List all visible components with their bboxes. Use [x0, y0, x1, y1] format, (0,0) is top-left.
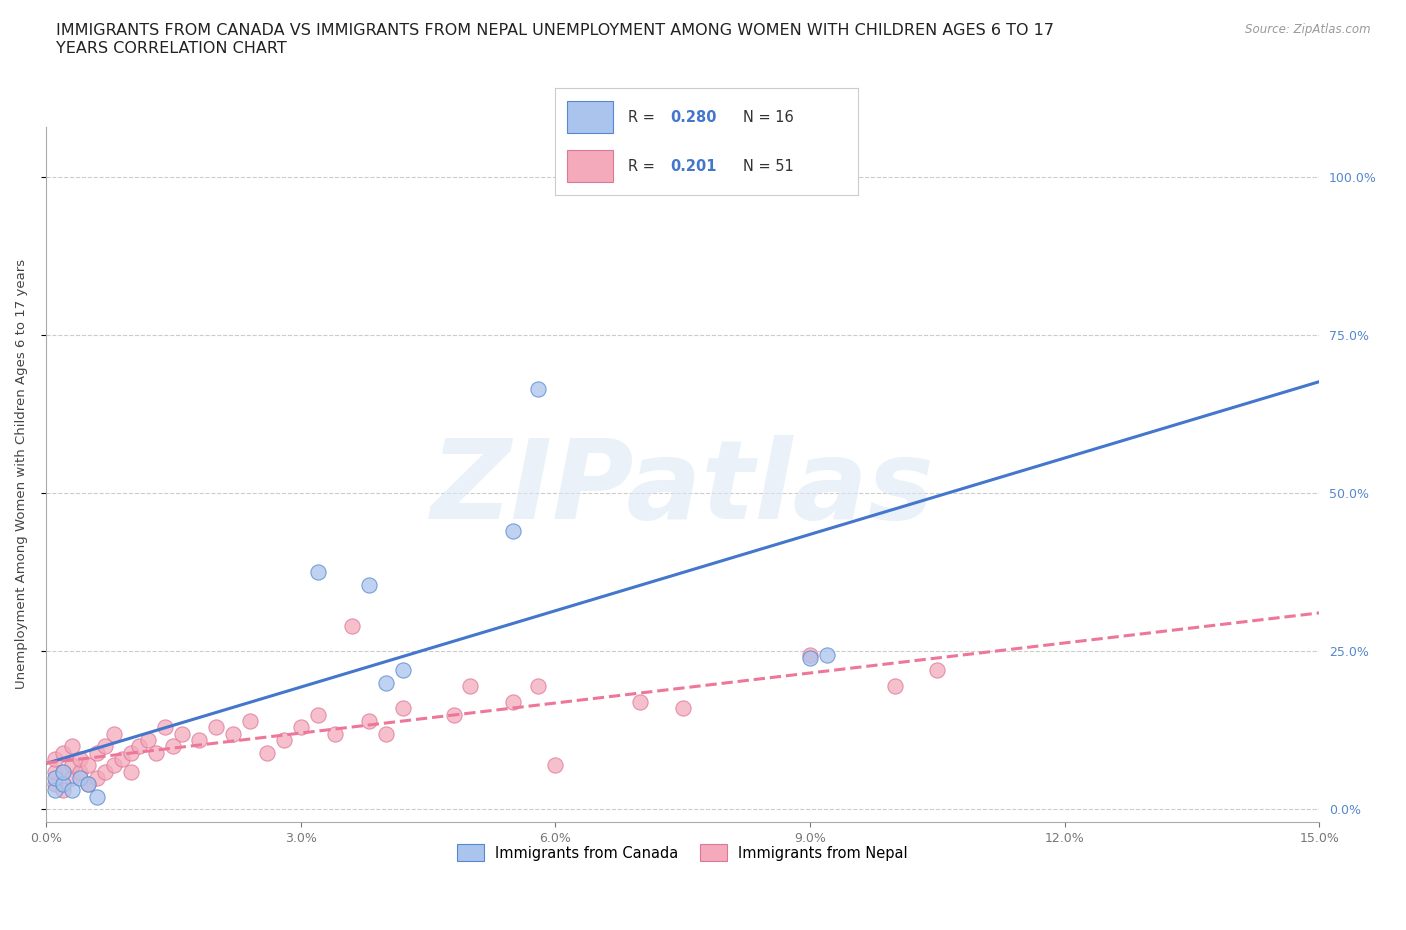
Point	[256, 745, 278, 760]
Point	[145, 745, 167, 760]
Point	[103, 726, 125, 741]
Text: R =: R =	[628, 110, 659, 125]
Point	[374, 726, 396, 741]
Point	[44, 770, 66, 785]
Point	[86, 790, 108, 804]
Point	[86, 745, 108, 760]
Text: 0.201: 0.201	[671, 159, 717, 174]
Text: R =: R =	[628, 159, 659, 174]
Point	[120, 745, 142, 760]
Point	[290, 720, 312, 735]
Point	[391, 663, 413, 678]
Point	[273, 733, 295, 748]
Point	[52, 777, 75, 791]
Point	[391, 701, 413, 716]
Point	[60, 783, 83, 798]
Bar	[568, 151, 613, 182]
Point	[153, 720, 176, 735]
Point	[44, 783, 66, 798]
Point	[502, 524, 524, 538]
Point	[44, 777, 66, 791]
Point	[52, 745, 75, 760]
Point	[69, 751, 91, 766]
Point	[60, 770, 83, 785]
Point	[44, 751, 66, 766]
Point	[187, 733, 209, 748]
Point	[323, 726, 346, 741]
Point	[357, 713, 380, 728]
Point	[44, 764, 66, 779]
Text: 0.280: 0.280	[671, 110, 717, 125]
Point	[799, 650, 821, 665]
Point	[103, 758, 125, 773]
Text: Source: ZipAtlas.com: Source: ZipAtlas.com	[1246, 23, 1371, 36]
Point	[136, 733, 159, 748]
Legend: Immigrants from Canada, Immigrants from Nepal: Immigrants from Canada, Immigrants from …	[451, 839, 914, 867]
Bar	[568, 101, 613, 133]
Point	[128, 738, 150, 753]
Point	[170, 726, 193, 741]
Point	[222, 726, 245, 741]
Point	[52, 764, 75, 779]
Point	[52, 764, 75, 779]
Point	[544, 758, 567, 773]
Point	[815, 647, 838, 662]
Point	[94, 738, 117, 753]
Point	[460, 679, 482, 694]
Point	[799, 647, 821, 662]
Point	[502, 695, 524, 710]
Point	[77, 758, 100, 773]
Point	[60, 758, 83, 773]
Text: IMMIGRANTS FROM CANADA VS IMMIGRANTS FROM NEPAL UNEMPLOYMENT AMONG WOMEN WITH CH: IMMIGRANTS FROM CANADA VS IMMIGRANTS FRO…	[56, 23, 1054, 56]
Point	[205, 720, 228, 735]
Text: ZIPatlas: ZIPatlas	[430, 434, 935, 542]
Point	[77, 777, 100, 791]
Point	[340, 618, 363, 633]
Text: N = 16: N = 16	[742, 110, 793, 125]
Point	[94, 764, 117, 779]
Point	[307, 565, 329, 579]
Point	[357, 578, 380, 592]
Text: N = 51: N = 51	[742, 159, 793, 174]
Point	[628, 695, 651, 710]
Point	[443, 707, 465, 722]
Y-axis label: Unemployment Among Women with Children Ages 6 to 17 years: Unemployment Among Women with Children A…	[15, 259, 28, 689]
Point	[239, 713, 262, 728]
Point	[120, 764, 142, 779]
Point	[527, 381, 550, 396]
Point	[111, 751, 134, 766]
Point	[69, 764, 91, 779]
Point	[374, 675, 396, 690]
Point	[69, 770, 91, 785]
Point	[672, 701, 695, 716]
Point	[86, 770, 108, 785]
Point	[52, 783, 75, 798]
Point	[883, 679, 905, 694]
Point	[527, 679, 550, 694]
Point	[162, 738, 184, 753]
Point	[60, 738, 83, 753]
Point	[307, 707, 329, 722]
Point	[927, 663, 949, 678]
Point	[77, 777, 100, 791]
